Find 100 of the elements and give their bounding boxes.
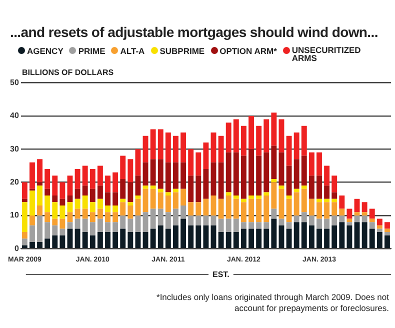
bar: [256, 156, 262, 196]
bar: [218, 198, 224, 219]
bar: [196, 202, 202, 216]
bar: [60, 205, 66, 219]
bar: [52, 176, 58, 196]
bar: [44, 169, 50, 189]
bar: [82, 186, 88, 196]
bar: [354, 222, 360, 248]
bar: [203, 142, 209, 170]
bar: [128, 182, 134, 202]
bar: [90, 202, 96, 212]
bar: [180, 132, 186, 162]
bar: [316, 202, 322, 219]
bar: [142, 188, 148, 212]
bar: [105, 222, 110, 232]
bar: [188, 225, 194, 248]
bar: [142, 232, 148, 248]
bar: [346, 222, 352, 226]
bar: [233, 152, 239, 196]
bar: [369, 228, 375, 248]
bar: [332, 202, 338, 216]
bar: [97, 218, 103, 232]
bar: [316, 152, 322, 176]
bar: [369, 218, 375, 222]
bar: [30, 225, 35, 242]
bar: [142, 162, 148, 186]
bar: [82, 208, 88, 219]
bar: [180, 218, 186, 248]
bar: [240, 126, 246, 156]
bar: [67, 196, 73, 202]
bar: [158, 192, 164, 209]
bar: [120, 228, 126, 248]
bar: [339, 215, 345, 222]
bar: [37, 205, 43, 216]
bar: [332, 192, 338, 199]
bar: [218, 218, 224, 232]
bar: [60, 228, 66, 236]
bar: [37, 215, 43, 242]
bar: [158, 129, 164, 160]
bar: [135, 198, 141, 216]
legend-label: SUBPRIME: [160, 46, 205, 56]
bar: [264, 119, 270, 152]
bar: [286, 198, 292, 222]
bar: [233, 196, 239, 199]
bar: [120, 202, 126, 216]
bar: [44, 196, 50, 212]
bar: [180, 188, 186, 206]
y-tick-label: 10: [10, 210, 20, 220]
bar: [286, 166, 292, 196]
bar: [278, 218, 284, 226]
bar: [74, 228, 80, 248]
bar: [332, 176, 338, 192]
bar: [105, 232, 110, 248]
bar: [264, 152, 270, 192]
bar: [264, 192, 270, 196]
bar: [188, 176, 194, 202]
bar: [286, 136, 292, 166]
bar: [301, 188, 307, 212]
bar: [112, 192, 118, 206]
bar: [324, 198, 330, 202]
bar: [271, 146, 277, 179]
bar: [150, 228, 156, 248]
bar: [362, 215, 368, 222]
bar: [233, 232, 239, 248]
bar: [173, 225, 178, 248]
bar: [316, 228, 322, 248]
bar: [346, 225, 352, 248]
bar: [248, 149, 254, 196]
y-tick-label: 30: [10, 144, 20, 154]
bar: [180, 162, 186, 189]
bar: [37, 159, 43, 182]
bar: [316, 198, 322, 202]
bar: [142, 212, 148, 232]
bar: [67, 228, 73, 248]
bar: [271, 208, 277, 219]
bar: [324, 166, 330, 186]
bar: [37, 186, 43, 206]
legend-label: AGENCY: [27, 46, 64, 56]
bar: [233, 198, 239, 219]
legend-label: OPTION ARM*: [220, 46, 277, 56]
bar: [301, 212, 307, 222]
bar: [82, 218, 88, 232]
bar: [218, 232, 224, 248]
bar: [128, 218, 134, 232]
bar: [135, 232, 141, 248]
bar: [203, 169, 209, 199]
bar: [128, 202, 134, 206]
bar: [82, 196, 88, 209]
bar: [226, 232, 232, 248]
bar: [97, 186, 103, 199]
bar: [128, 159, 134, 182]
bar: [376, 232, 382, 248]
bar: [180, 205, 186, 219]
bar: [158, 188, 164, 192]
bar: [82, 166, 88, 186]
bar: [37, 242, 43, 248]
bar: [332, 198, 338, 202]
bar: [354, 212, 360, 216]
bar: [74, 188, 80, 199]
chart-title: ...and resets of adjustable mortgages should wind down...: [10, 24, 378, 40]
